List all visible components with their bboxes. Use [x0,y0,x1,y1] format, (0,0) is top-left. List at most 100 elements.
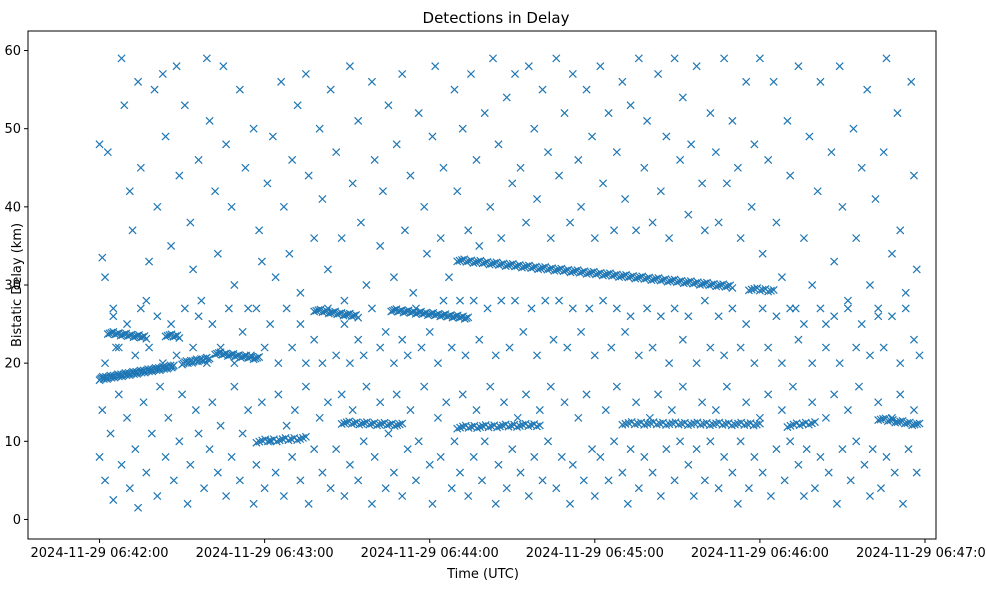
detection-point [524,62,533,71]
detection-point [909,171,919,180]
detection-point [274,390,283,399]
detection-point [656,276,665,285]
detection-point [554,265,563,274]
detection-point [626,272,635,281]
detection-point [329,308,338,317]
detection-point [211,187,220,196]
detection-point [340,419,349,428]
detection-point [665,359,674,368]
detection-point [260,484,269,493]
detection-point [617,272,626,281]
detection-point [769,77,778,86]
detection-point [618,77,627,86]
detection-point [271,273,280,282]
detection-point [354,116,363,125]
detection-point [652,274,661,283]
detection-point [370,155,379,164]
detection-point [384,429,393,438]
detection-point [431,62,440,71]
detection-point [191,406,200,415]
detection-point [403,351,412,360]
detection-point [101,359,110,368]
detection-point [216,343,225,352]
detection-point [766,491,775,501]
detection-point [517,263,527,272]
detection-point [469,296,478,305]
detection-point [585,269,594,278]
detection-point [194,155,203,164]
detection-point [647,276,656,285]
detection-point [478,259,487,268]
detection-point [194,429,203,438]
detection-point [910,420,919,429]
detection-point [494,260,503,269]
detection-point [222,491,231,501]
detection-point [349,311,359,320]
detection-point [508,179,517,188]
detection-point [378,187,387,196]
detection-point [153,491,162,501]
detection-point [901,304,910,313]
detection-point [433,413,443,422]
detection-point [120,101,129,110]
detection-point [183,499,192,508]
detection-point [788,382,797,391]
chart-title: Detections in Delay [423,9,570,27]
y-tick-label: 40 [4,200,21,215]
detection-point [142,296,151,305]
detection-point [915,419,924,428]
detection-point [805,132,814,141]
detection-point [362,280,371,290]
detection-point [824,468,833,477]
detection-point [722,179,731,188]
detection-point [535,406,544,415]
detection-point [559,267,568,276]
detection-point [794,62,803,71]
detection-point [764,343,773,352]
detection-point [893,418,902,427]
detection-point [723,282,732,291]
detection-point [354,313,363,322]
detection-point [915,351,924,360]
detection-point [310,445,319,454]
detection-point [318,468,327,477]
detection-point [200,484,209,493]
detection-point [879,343,888,352]
detection-point [519,327,528,336]
detection-point [530,452,539,461]
detection-point [310,234,319,243]
detection-point [474,257,483,266]
detection-point [230,359,239,368]
detection-point [663,277,672,286]
detection-point [720,54,729,63]
detection-point [621,327,630,336]
detection-point [156,382,165,391]
detection-point [450,437,459,446]
detection-point [464,257,473,266]
detection-point [692,445,701,454]
detection-point [194,312,203,321]
detection-point [607,343,616,352]
detection-point [700,279,709,288]
detection-point [332,148,341,157]
detection-point [601,270,610,279]
detection-point [631,274,640,283]
detection-point [598,271,607,280]
detection-point [458,390,467,399]
detection-point [714,312,723,321]
detection-point [608,271,617,280]
detection-point [455,256,464,265]
detection-point [728,116,737,125]
detection-point [288,452,297,461]
detection-point [714,281,723,290]
detection-point [384,101,393,110]
detection-point [913,420,922,429]
detection-point [508,445,517,454]
detection-point [205,116,214,125]
detection-point [654,390,663,399]
detection-point [230,382,239,391]
detection-point [835,62,844,71]
detection-point [742,77,751,86]
detection-point [428,499,437,508]
detection-point [414,437,423,446]
